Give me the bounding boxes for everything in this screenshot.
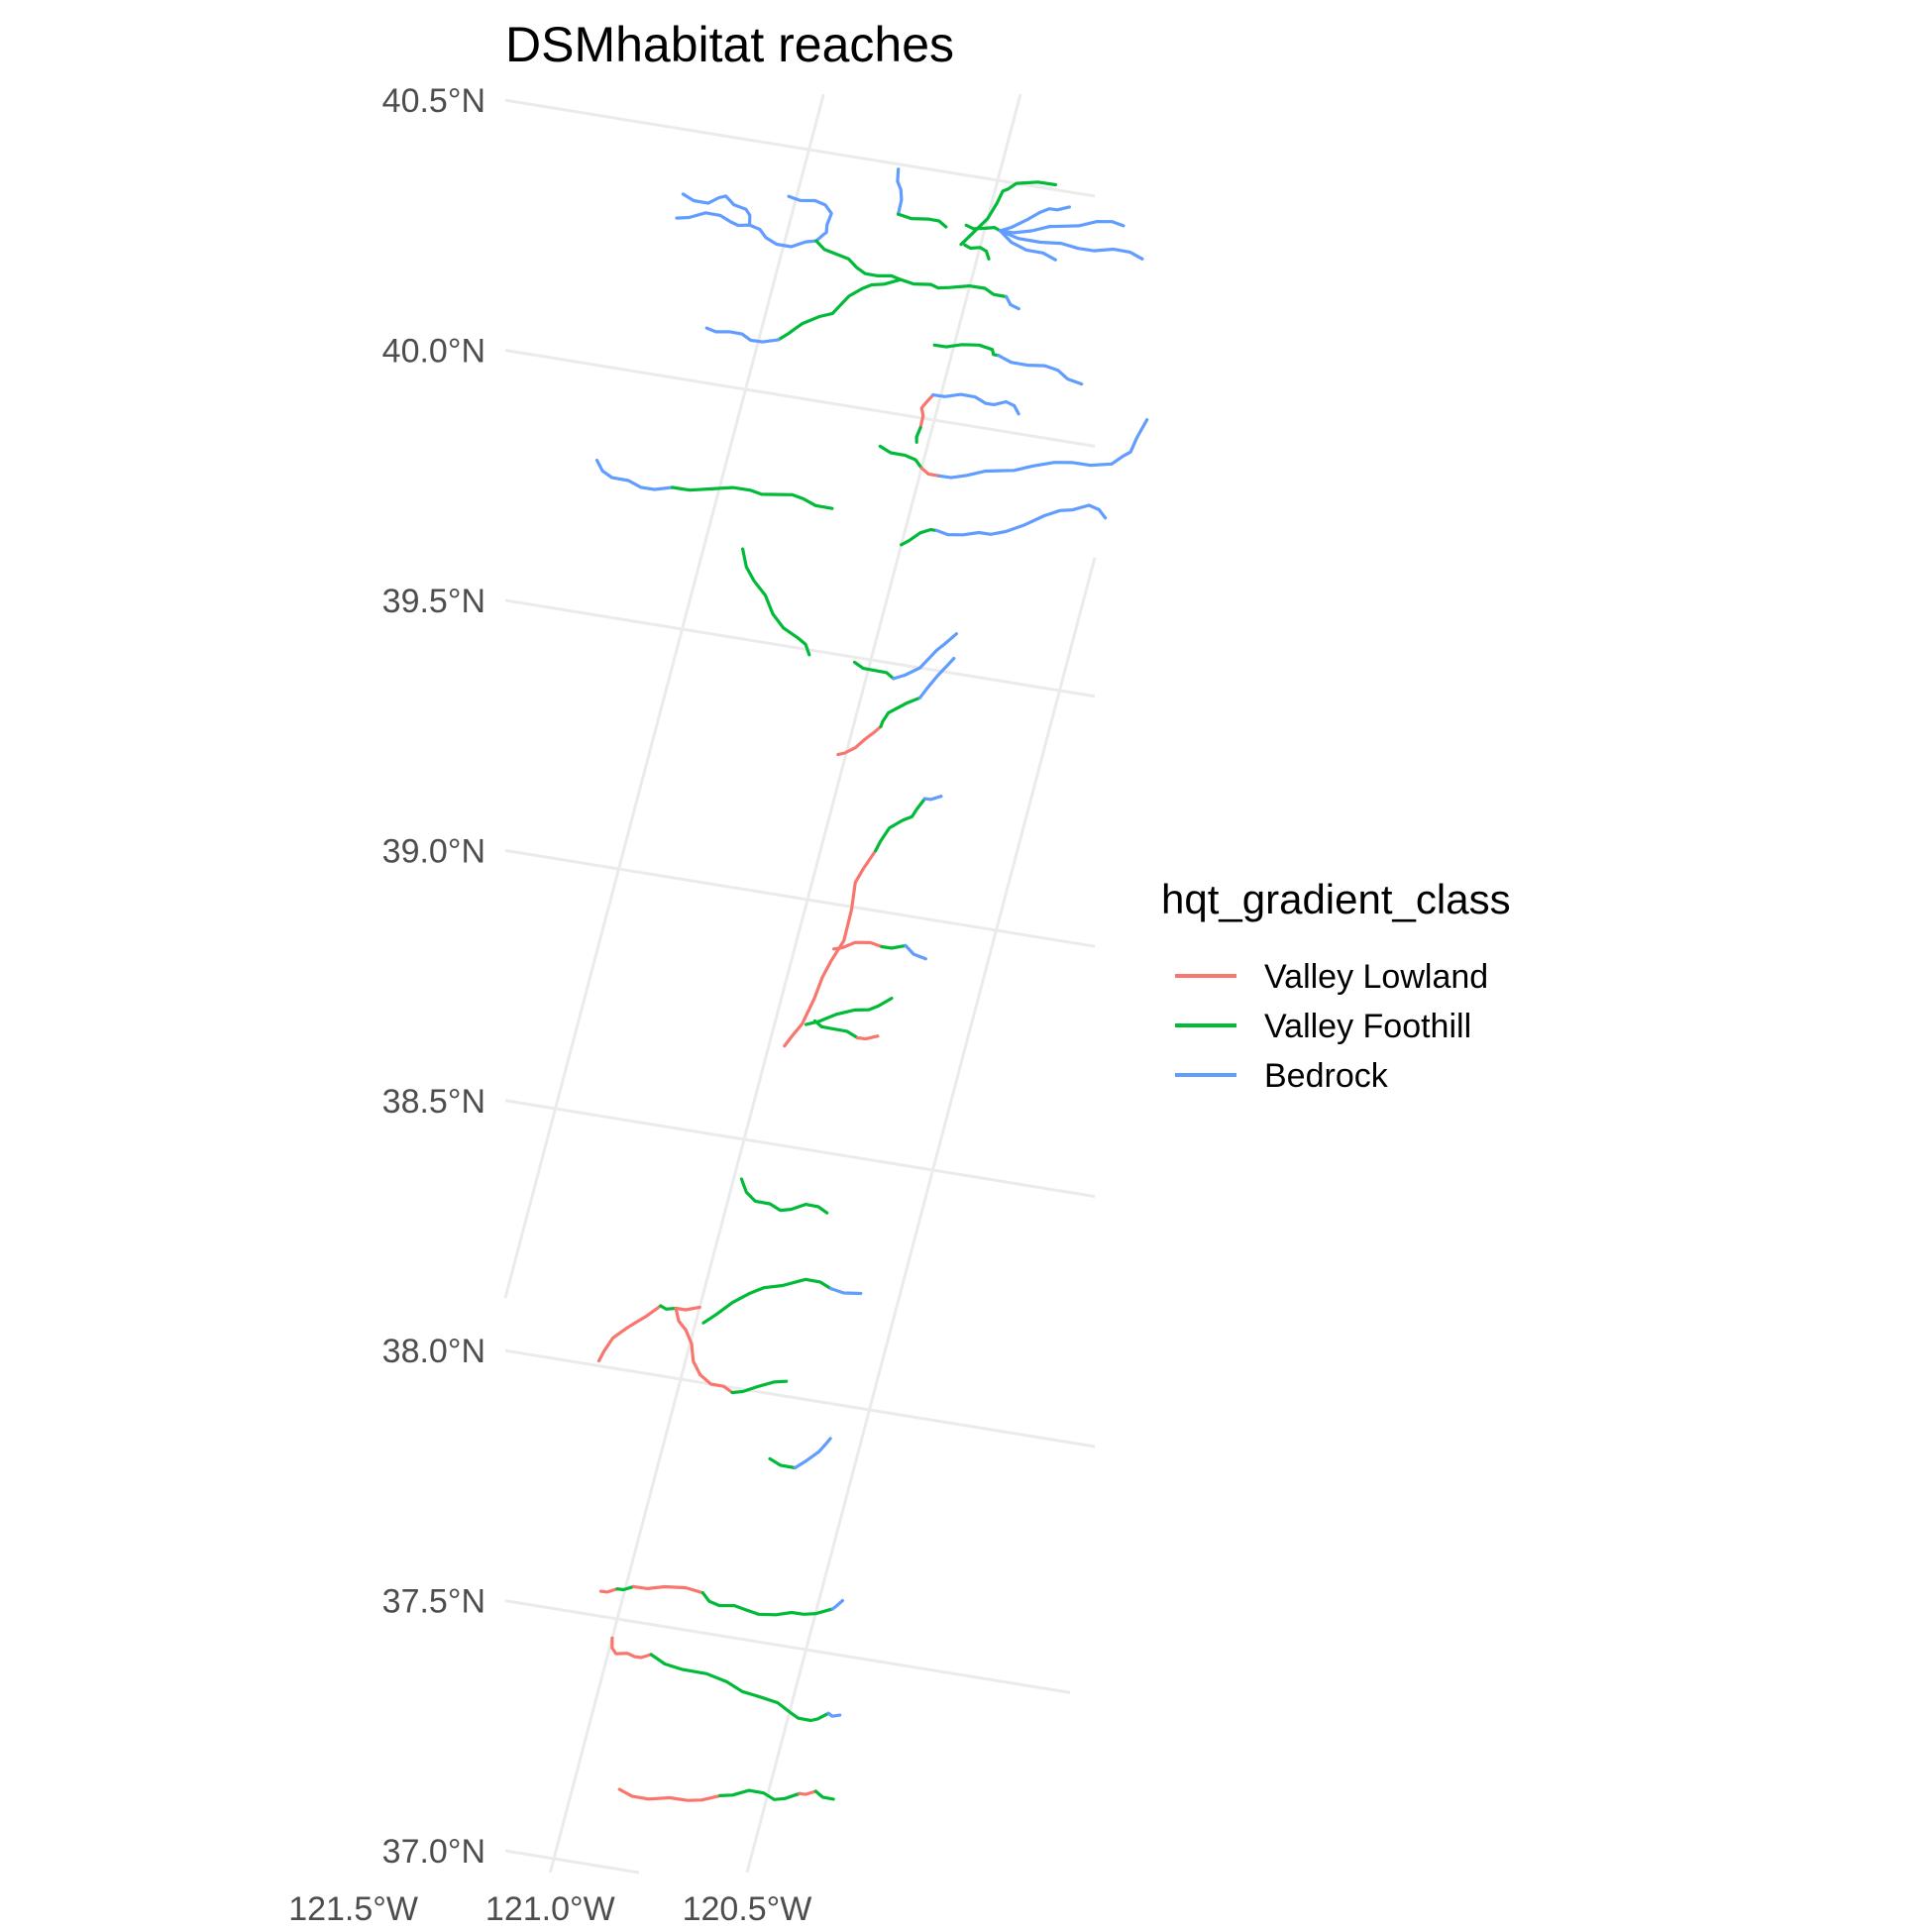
reach-valley-lowland — [617, 1787, 722, 1802]
reach-valley-foothill — [700, 1591, 834, 1617]
reach-valley-foothill — [963, 243, 991, 261]
reach-valley-lowland — [674, 1306, 734, 1395]
reach-bedrock — [892, 632, 958, 681]
reach-valley-lowland — [919, 466, 941, 478]
longitude-gridlines — [503, 93, 1097, 1874]
reach-valley-foothill — [808, 1711, 830, 1723]
reach-valley-lowland — [918, 393, 935, 430]
reach-valley-foothill — [741, 547, 811, 657]
reach-valley-foothill — [804, 997, 894, 1026]
reach-valley-foothill — [812, 1019, 860, 1040]
reach-valley-lowland — [674, 1305, 701, 1312]
reach-valley-foothill — [814, 239, 933, 286]
map-title: DSMhabitat reaches — [505, 17, 954, 72]
reach-valley-foothill — [878, 444, 923, 470]
reach-bedrock — [922, 795, 943, 802]
reach-valley-foothill — [777, 277, 903, 342]
lat-tick-label: 38.0°N — [382, 1333, 485, 1370]
reach-valley-foothill — [852, 660, 896, 681]
reach-valley-lowland — [596, 1304, 663, 1363]
latitude-tick-labels: 40.5°N 40.0°N 39.5°N 39.0°N 38.5°N 38.0°N 37.5… — [382, 82, 485, 1871]
reach-bedrock — [998, 229, 1057, 262]
reach-valley-lowland — [855, 1034, 880, 1041]
river-reaches — [594, 167, 1149, 1802]
reach-valley-foothill — [897, 212, 948, 229]
lat-gridline — [504, 1599, 1071, 1694]
lat-tick-label: 40.0°N — [382, 333, 485, 371]
lon-gridline — [503, 93, 825, 1299]
reach-bedrock — [675, 211, 818, 249]
reach-bedrock — [793, 1437, 832, 1470]
reach-bedrock — [704, 326, 781, 344]
reach-valley-foothill — [718, 1788, 802, 1801]
reach-valley-foothill — [879, 696, 922, 728]
lon-gridline — [745, 557, 1097, 1874]
lat-gridline — [504, 598, 1096, 698]
reach-valley-foothill — [768, 1456, 797, 1470]
reach-valley-foothill — [730, 1379, 789, 1395]
reach-valley-foothill — [928, 282, 1009, 299]
reach-bedrock — [1005, 294, 1020, 311]
reach-valley-lowland — [598, 1587, 619, 1594]
reach-bedrock — [998, 220, 1126, 235]
lat-tick-label: 39.0°N — [382, 832, 485, 870]
reach-bedrock — [917, 656, 956, 699]
reach-bedrock — [904, 943, 927, 961]
legend: hqt_gradient_class Valley LowlandValley … — [1161, 876, 1511, 1095]
lat-tick-label: 37.5°N — [382, 1583, 485, 1621]
reach-bedrock — [787, 194, 833, 243]
reach-valley-foothill — [874, 797, 926, 853]
legend-entry-label: Valley Foothill — [1264, 1008, 1471, 1045]
lat-tick-label: 40.5°N — [382, 82, 485, 120]
legend-entry-label: Valley Lowland — [1264, 958, 1488, 996]
reach-valley-lowland — [836, 724, 883, 757]
reach-valley-lowland — [610, 1636, 653, 1660]
reach-bedrock — [997, 354, 1084, 386]
reach-bedrock — [594, 458, 675, 491]
reach-bedrock — [896, 167, 904, 216]
reach-valley-lowland — [832, 940, 884, 951]
reach-bedrock — [828, 1286, 863, 1296]
reach-valley-foothill — [671, 485, 834, 510]
longitude-tick-labels: 121.5°W 121.0°W 120.5°W — [288, 1890, 811, 1928]
lon-gridline — [548, 93, 1022, 1874]
reach-bedrock — [830, 1598, 844, 1611]
legend-entry-label: Bedrock — [1264, 1057, 1389, 1095]
latitude-gridlines — [504, 98, 1096, 1875]
lat-gridline — [504, 1099, 1096, 1199]
reach-valley-lowland — [798, 1789, 817, 1796]
reach-valley-foothill — [739, 1177, 829, 1215]
reach-valley-foothill — [964, 223, 1002, 233]
reach-bedrock — [998, 205, 1071, 233]
reach-valley-foothill — [701, 1277, 832, 1325]
legend-title: hqt_gradient_class — [1161, 876, 1511, 922]
reach-bedrock — [998, 229, 1144, 261]
reach-valley-foothill — [914, 426, 922, 444]
reach-valley-foothill — [659, 1304, 678, 1311]
lat-gridline — [504, 1849, 640, 1875]
reach-valley-foothill — [649, 1653, 812, 1723]
lat-tick-label: 39.5°N — [382, 583, 485, 620]
reach-valley-foothill — [813, 1789, 835, 1801]
lon-tick-label: 121.5°W — [288, 1890, 418, 1928]
reach-valley-lowland — [783, 849, 878, 1048]
lon-tick-label: 120.5°W — [683, 1890, 812, 1928]
lat-tick-label: 37.0°N — [382, 1833, 485, 1871]
reach-valley-lowland — [632, 1584, 704, 1595]
reach-bedrock — [934, 503, 1108, 537]
reach-bedrock — [931, 392, 1020, 416]
reach-bedrock — [826, 1711, 842, 1718]
lat-gridline — [504, 349, 1096, 448]
reach-valley-foothill — [615, 1584, 636, 1592]
lat-gridline — [504, 1348, 1096, 1449]
legend-entries: Valley Lowland Valley Foothill Bedrock — [1175, 958, 1488, 1095]
reach-bedrock — [681, 192, 752, 227]
lat-tick-label: 38.5°N — [382, 1083, 485, 1121]
reach-valley-foothill — [932, 343, 1001, 358]
reach-bedrock — [937, 418, 1149, 480]
lon-tick-label: 121.0°W — [485, 1890, 615, 1928]
reach-valley-foothill — [900, 528, 938, 547]
reach-valley-foothill — [880, 943, 908, 950]
